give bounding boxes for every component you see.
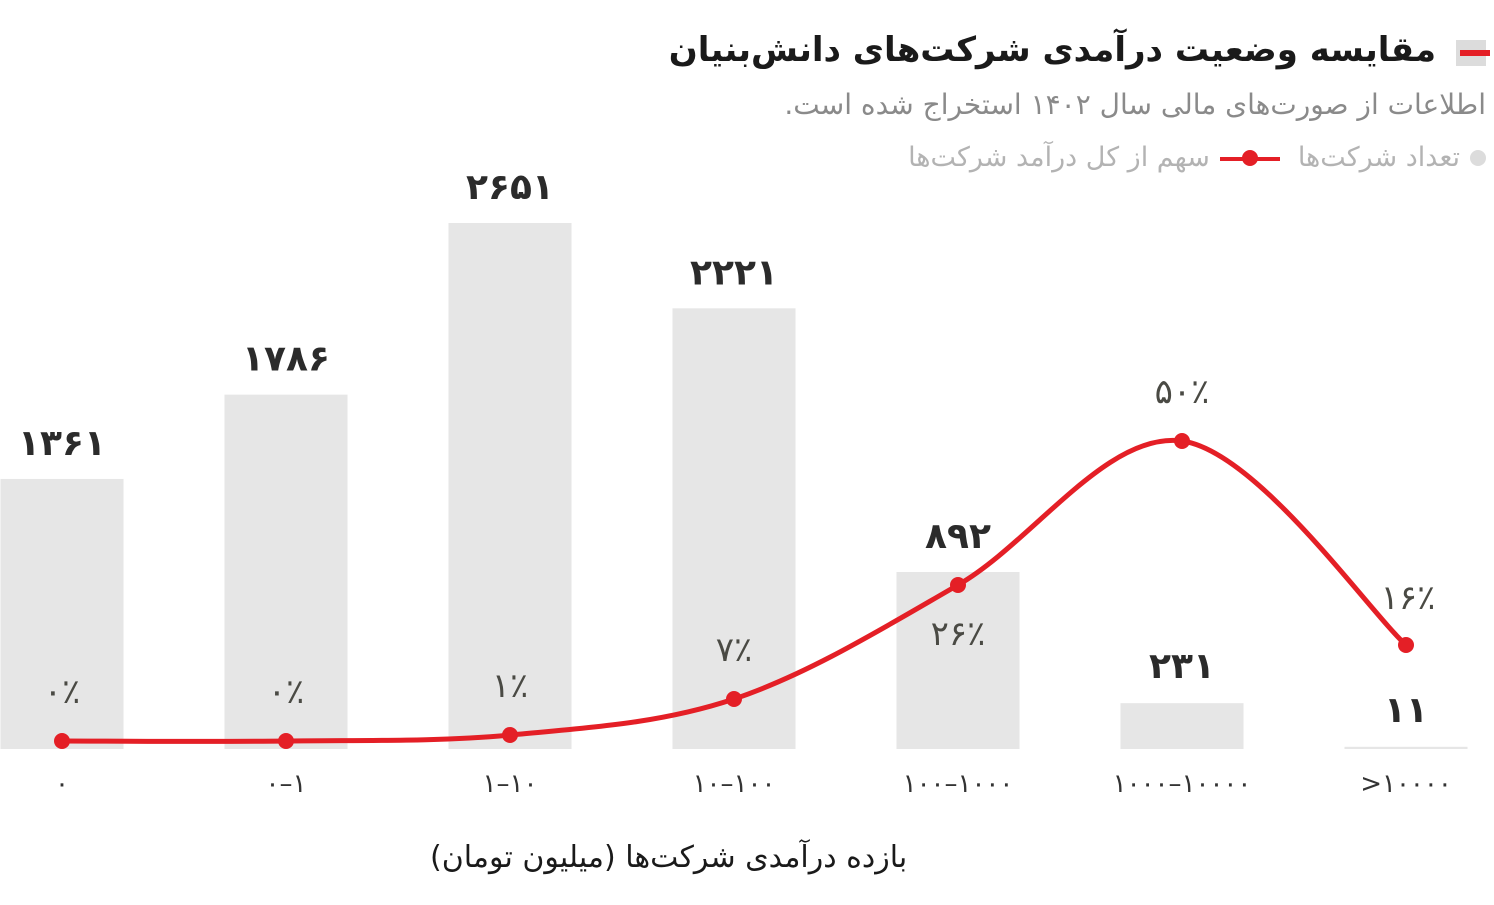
line-layer: [54, 433, 1414, 749]
chart-title: مقایسه وضعیت درآمدی شرکت‌های دانش‌بنیان: [668, 30, 1436, 70]
bar-value-label-3: ۲۲۲۱: [690, 252, 778, 293]
legend-share-label: سهم از کل درآمد شرکت‌ها: [908, 142, 1210, 173]
share-value-label-3: ۷٪: [716, 630, 753, 670]
share-value-label-6: ۱۶٪: [1381, 578, 1436, 618]
x-tick-label-0: ۰: [55, 769, 69, 799]
labels-layer: ۱۳۶۱ ۰ ۱۷۸۶ ۰–۱ ۲۶۵۱ ۱–۱۰ ۲۲۲۱ ۱۰–۱۰۰ ۸۹۲ ۱۰۰–۱۰۰…: [18, 167, 1452, 799]
bar-value-label-2: ۲۶۵۱: [466, 167, 554, 208]
dot-marker-icon: [1470, 149, 1486, 166]
legend: سهم از کل درآمد شرکت‌ها تعداد شرکت‌ها: [908, 142, 1486, 173]
bar-value-label-5: ۲۳۱: [1149, 646, 1215, 687]
x-axis-title: بازده درآمدی شرکت‌ها (میلیون تومان): [430, 840, 908, 875]
share-value-label-4: ۲۶٪: [931, 614, 986, 654]
x-tick-label-2: ۱–۱۰: [483, 769, 538, 799]
share-point-0: [54, 733, 70, 749]
bar-value-label-1: ۱۷۸۶: [242, 339, 330, 380]
share-value-label-0: ۰٪: [44, 672, 81, 712]
share-point-2: [502, 727, 518, 743]
x-tick-label-6: >۱۰۰۰۰: [1360, 769, 1452, 799]
bar-value-label-4: ۸۹۲: [925, 516, 991, 557]
share-value-label-2: ۱٪: [492, 666, 529, 706]
bar-0: [0, 478, 124, 749]
legend-count-label: تعداد شرکت‌ها: [1297, 142, 1460, 173]
bar-5: [1120, 703, 1244, 749]
chart-subtitle: اطلاعات از صورت‌های مالی سال ۱۴۰۲ استخرا…: [784, 88, 1486, 121]
share-point-4: [950, 577, 966, 593]
bar-1: [224, 394, 348, 749]
bar-value-label-6: ۱۱: [1384, 690, 1428, 731]
share-value-label-5: ۵۰٪: [1155, 372, 1210, 412]
x-tick-label-4: ۱۰۰–۱۰۰۰: [903, 769, 1014, 799]
bar-4: [896, 572, 1020, 749]
x-tick-label-1: ۰–۱: [266, 769, 307, 799]
title-marker: [1456, 40, 1490, 66]
share-value-label-1: ۰٪: [268, 672, 305, 712]
bar-3: [672, 308, 796, 749]
legend-item-share: سهم از کل درآمد شرکت‌ها: [908, 142, 1280, 173]
bars-layer: [0, 223, 1468, 749]
x-tick-label-5: ۱۰۰۰–۱۰۰۰۰: [1113, 769, 1252, 799]
share-point-5: [1174, 433, 1190, 449]
share-point-6: [1398, 637, 1414, 653]
legend-item-count: تعداد شرکت‌ها: [1298, 142, 1486, 173]
share-point-1: [278, 733, 294, 749]
x-tick-label-3: ۱۰–۱۰۰: [693, 769, 776, 799]
bar-6: [1344, 746, 1468, 749]
share-point-3: [726, 691, 742, 707]
bar-2: [448, 223, 572, 749]
bar-value-label-0: ۱۳۶۱: [18, 423, 106, 464]
line-marker-icon: [1219, 148, 1280, 168]
